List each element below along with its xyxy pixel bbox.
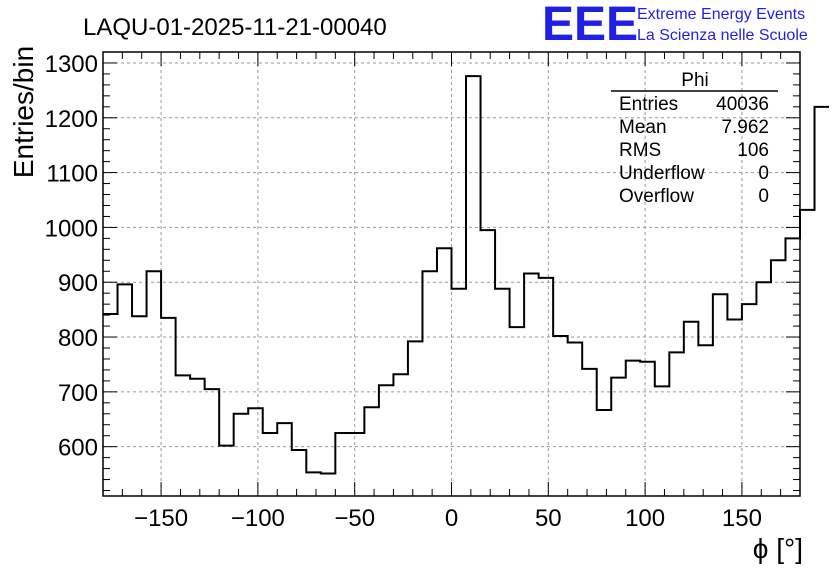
y-tick-label: 800: [58, 325, 98, 352]
axis-ticks: [103, 51, 800, 496]
histogram-bin: [161, 318, 176, 496]
eee-logo: EEE: [542, 0, 638, 51]
x-axis-title: ϕ [°]: [753, 533, 803, 564]
histogram-bin: [785, 238, 800, 496]
y-tick-label: 1000: [45, 215, 98, 242]
x-tick-label: 0: [445, 505, 458, 532]
histogram-bin: [422, 271, 437, 496]
x-tick-label: 100: [625, 505, 665, 532]
histogram-bin: [277, 423, 292, 496]
stats-label-overflow: Overflow: [619, 186, 694, 207]
histogram-bin: [103, 314, 118, 496]
histogram-bin: [611, 378, 626, 496]
histogram-bin: [393, 374, 408, 496]
histogram-bin: [292, 450, 307, 496]
stats-value-underflow: 0: [758, 163, 769, 184]
y-tick-label: 900: [58, 270, 98, 297]
x-tick-label: 50: [535, 505, 562, 532]
histogram-bin: [568, 343, 583, 496]
eee-subtitle-line1: Extreme Energy Events: [637, 6, 805, 23]
histogram-bin: [147, 271, 162, 496]
eee-subtitle-line2: La Scienza nelle Scuole: [637, 27, 808, 44]
histogram-bin: [815, 107, 830, 496]
histogram-bin: [350, 433, 365, 496]
histogram-bin: [495, 289, 510, 496]
histogram-bin: [756, 282, 771, 496]
histogram-bin: [713, 294, 728, 496]
stats-label-mean: Mean: [619, 117, 667, 138]
histogram-bin: [655, 386, 670, 496]
histogram-bin: [306, 472, 321, 496]
stats-label-entries: Entries: [619, 94, 678, 115]
plot-title: LAQU-01-2025-11-21-00040: [83, 14, 387, 41]
histogram-bin: [742, 304, 757, 496]
stats-value-mean: 7.962: [721, 117, 769, 138]
histogram-bin: [452, 289, 467, 496]
y-tick-label: 700: [58, 380, 98, 407]
x-tick-label: 150: [722, 505, 762, 532]
stats-label-underflow: Underflow: [619, 163, 705, 184]
histogram-bin: [510, 327, 525, 496]
histogram-bin: [553, 336, 568, 496]
histogram-bin: [321, 474, 336, 496]
histogram-step-line: [103, 75, 830, 475]
histogram-bin: [466, 76, 481, 496]
histogram-bin: [771, 260, 786, 496]
histogram-bin: [364, 407, 379, 496]
stats-value-rms: 106: [737, 140, 769, 161]
histogram-bin: [176, 375, 191, 496]
histogram-bin: [234, 414, 249, 496]
y-axis-title: Entries/bin: [8, 46, 39, 178]
histogram-bin: [437, 248, 452, 496]
x-tick-label: −50: [334, 505, 375, 532]
histogram-bin: [539, 278, 554, 496]
y-tick-label: 1300: [45, 51, 98, 78]
histogram-bin: [219, 446, 234, 496]
histogram-bin: [379, 385, 394, 496]
stats-value-overflow: 0: [758, 186, 769, 207]
histogram-bin: [626, 361, 641, 496]
stats-box: Phi Entries 40036 Mean 7.962 RMS 106 Und…: [611, 70, 778, 207]
x-tick-label: −100: [231, 505, 285, 532]
histogram-bin: [684, 322, 699, 496]
histogram-bin: [248, 408, 263, 496]
histogram-bin: [190, 379, 205, 496]
histogram-bin: [582, 369, 597, 496]
plot-frame: [102, 51, 801, 497]
y-tick-label: 1200: [45, 106, 98, 133]
x-tick-label: −150: [134, 505, 188, 532]
histogram-bin: [727, 319, 742, 496]
histogram-bin: [205, 389, 220, 496]
histogram-bin: [524, 273, 539, 496]
histogram-bin: [335, 433, 350, 496]
stats-title: Phi: [681, 70, 708, 91]
histogram-bin: [640, 362, 655, 496]
histogram-bin: [698, 345, 713, 496]
stats-label-rms: RMS: [619, 140, 661, 161]
histogram-bin: [263, 433, 278, 496]
histogram-bin: [481, 230, 496, 496]
histogram-bin: [118, 284, 133, 496]
histogram-bin: [597, 410, 612, 496]
histogram-bin: [800, 210, 815, 496]
histogram-bin: [669, 352, 684, 496]
y-tick-label: 600: [58, 435, 98, 462]
histogram-bin: [408, 341, 423, 496]
y-tick-label: 1100: [46, 161, 98, 188]
stats-value-entries: 40036: [716, 94, 769, 115]
tick-labels: −150 −100 −50 0 50 100 150 600 700 800 900 1000 1100…: [45, 51, 762, 532]
histogram-bin: [132, 316, 147, 496]
